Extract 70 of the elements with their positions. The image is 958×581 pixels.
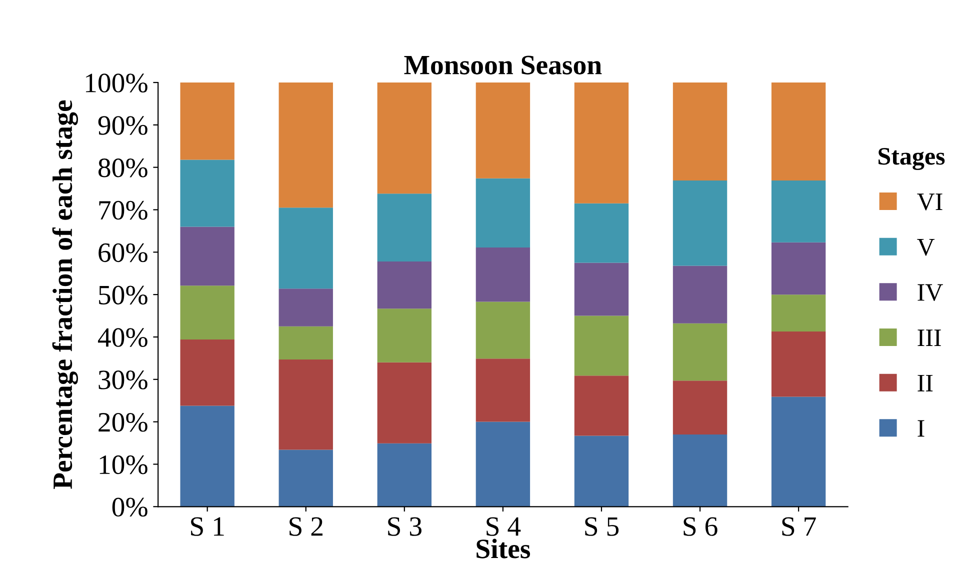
bar xyxy=(278,359,333,450)
bar xyxy=(771,180,826,242)
bar xyxy=(377,443,432,507)
y-tick-label: 10% xyxy=(100,455,148,474)
bar xyxy=(476,82,530,178)
bar xyxy=(377,261,432,309)
bar xyxy=(278,82,333,208)
bar xyxy=(574,436,629,507)
bar xyxy=(476,247,530,302)
bar xyxy=(180,160,234,227)
bar xyxy=(476,422,530,507)
bar xyxy=(476,178,530,248)
y-tick-label: 90% xyxy=(98,116,148,135)
x-tick-label: S 6 xyxy=(684,517,718,536)
bar xyxy=(180,82,234,160)
bar xyxy=(771,242,826,295)
y-tick-label: 40% xyxy=(98,328,148,347)
x-tick-label: S 5 xyxy=(585,517,619,536)
bar xyxy=(771,396,826,507)
bar xyxy=(278,208,333,289)
bar xyxy=(672,82,728,180)
legend-label: I xyxy=(918,420,924,437)
legend-label: VI xyxy=(917,194,942,210)
bar xyxy=(180,226,234,286)
legend-label: V xyxy=(917,238,935,256)
bar xyxy=(672,180,728,266)
bar xyxy=(278,288,333,326)
x-tick-label: S 3 xyxy=(388,517,422,536)
bar xyxy=(771,294,826,332)
bar xyxy=(180,406,234,507)
x-tick-label: S 7 xyxy=(782,517,816,536)
bar xyxy=(771,331,826,397)
bar xyxy=(278,326,333,360)
bar xyxy=(377,82,432,194)
chart-title: Monsoon Season xyxy=(404,56,602,74)
bar xyxy=(476,302,530,359)
bar xyxy=(672,323,728,381)
y-tick-label: 20% xyxy=(98,412,148,432)
bar xyxy=(771,82,826,180)
bar xyxy=(672,380,728,435)
y-tick-label: 50% xyxy=(99,286,148,305)
bar xyxy=(672,434,728,507)
x-tick-label: S 2 xyxy=(290,517,322,536)
bar xyxy=(574,262,629,316)
x-axis-title: Sites xyxy=(476,538,530,558)
bar xyxy=(672,266,728,324)
y-tick-label: 80% xyxy=(98,158,148,178)
y-tick-label: 30% xyxy=(98,370,148,390)
legend-label: III xyxy=(918,330,941,346)
bar xyxy=(180,286,234,340)
bar xyxy=(574,316,629,376)
y-tick-label: 70% xyxy=(99,200,148,220)
bar xyxy=(180,340,234,406)
legend-label: II xyxy=(918,374,933,392)
legend-title: Stages xyxy=(878,148,945,170)
x-tick-label: S 4 xyxy=(486,517,521,536)
bar xyxy=(377,194,432,262)
x-tick-label: S 1 xyxy=(191,517,224,536)
bar xyxy=(574,376,629,436)
bar xyxy=(278,450,333,507)
bar xyxy=(377,362,432,444)
bar xyxy=(476,358,530,422)
bar xyxy=(574,82,629,204)
bar xyxy=(574,203,629,263)
bar xyxy=(377,308,432,362)
y-tick-label: 0% xyxy=(112,498,148,517)
legend-label: IV xyxy=(918,284,943,302)
y-tick-label: 100% xyxy=(86,74,148,93)
y-axis-title: Percentage fraction of each stage xyxy=(52,100,78,489)
y-tick-label: 60% xyxy=(98,243,148,262)
